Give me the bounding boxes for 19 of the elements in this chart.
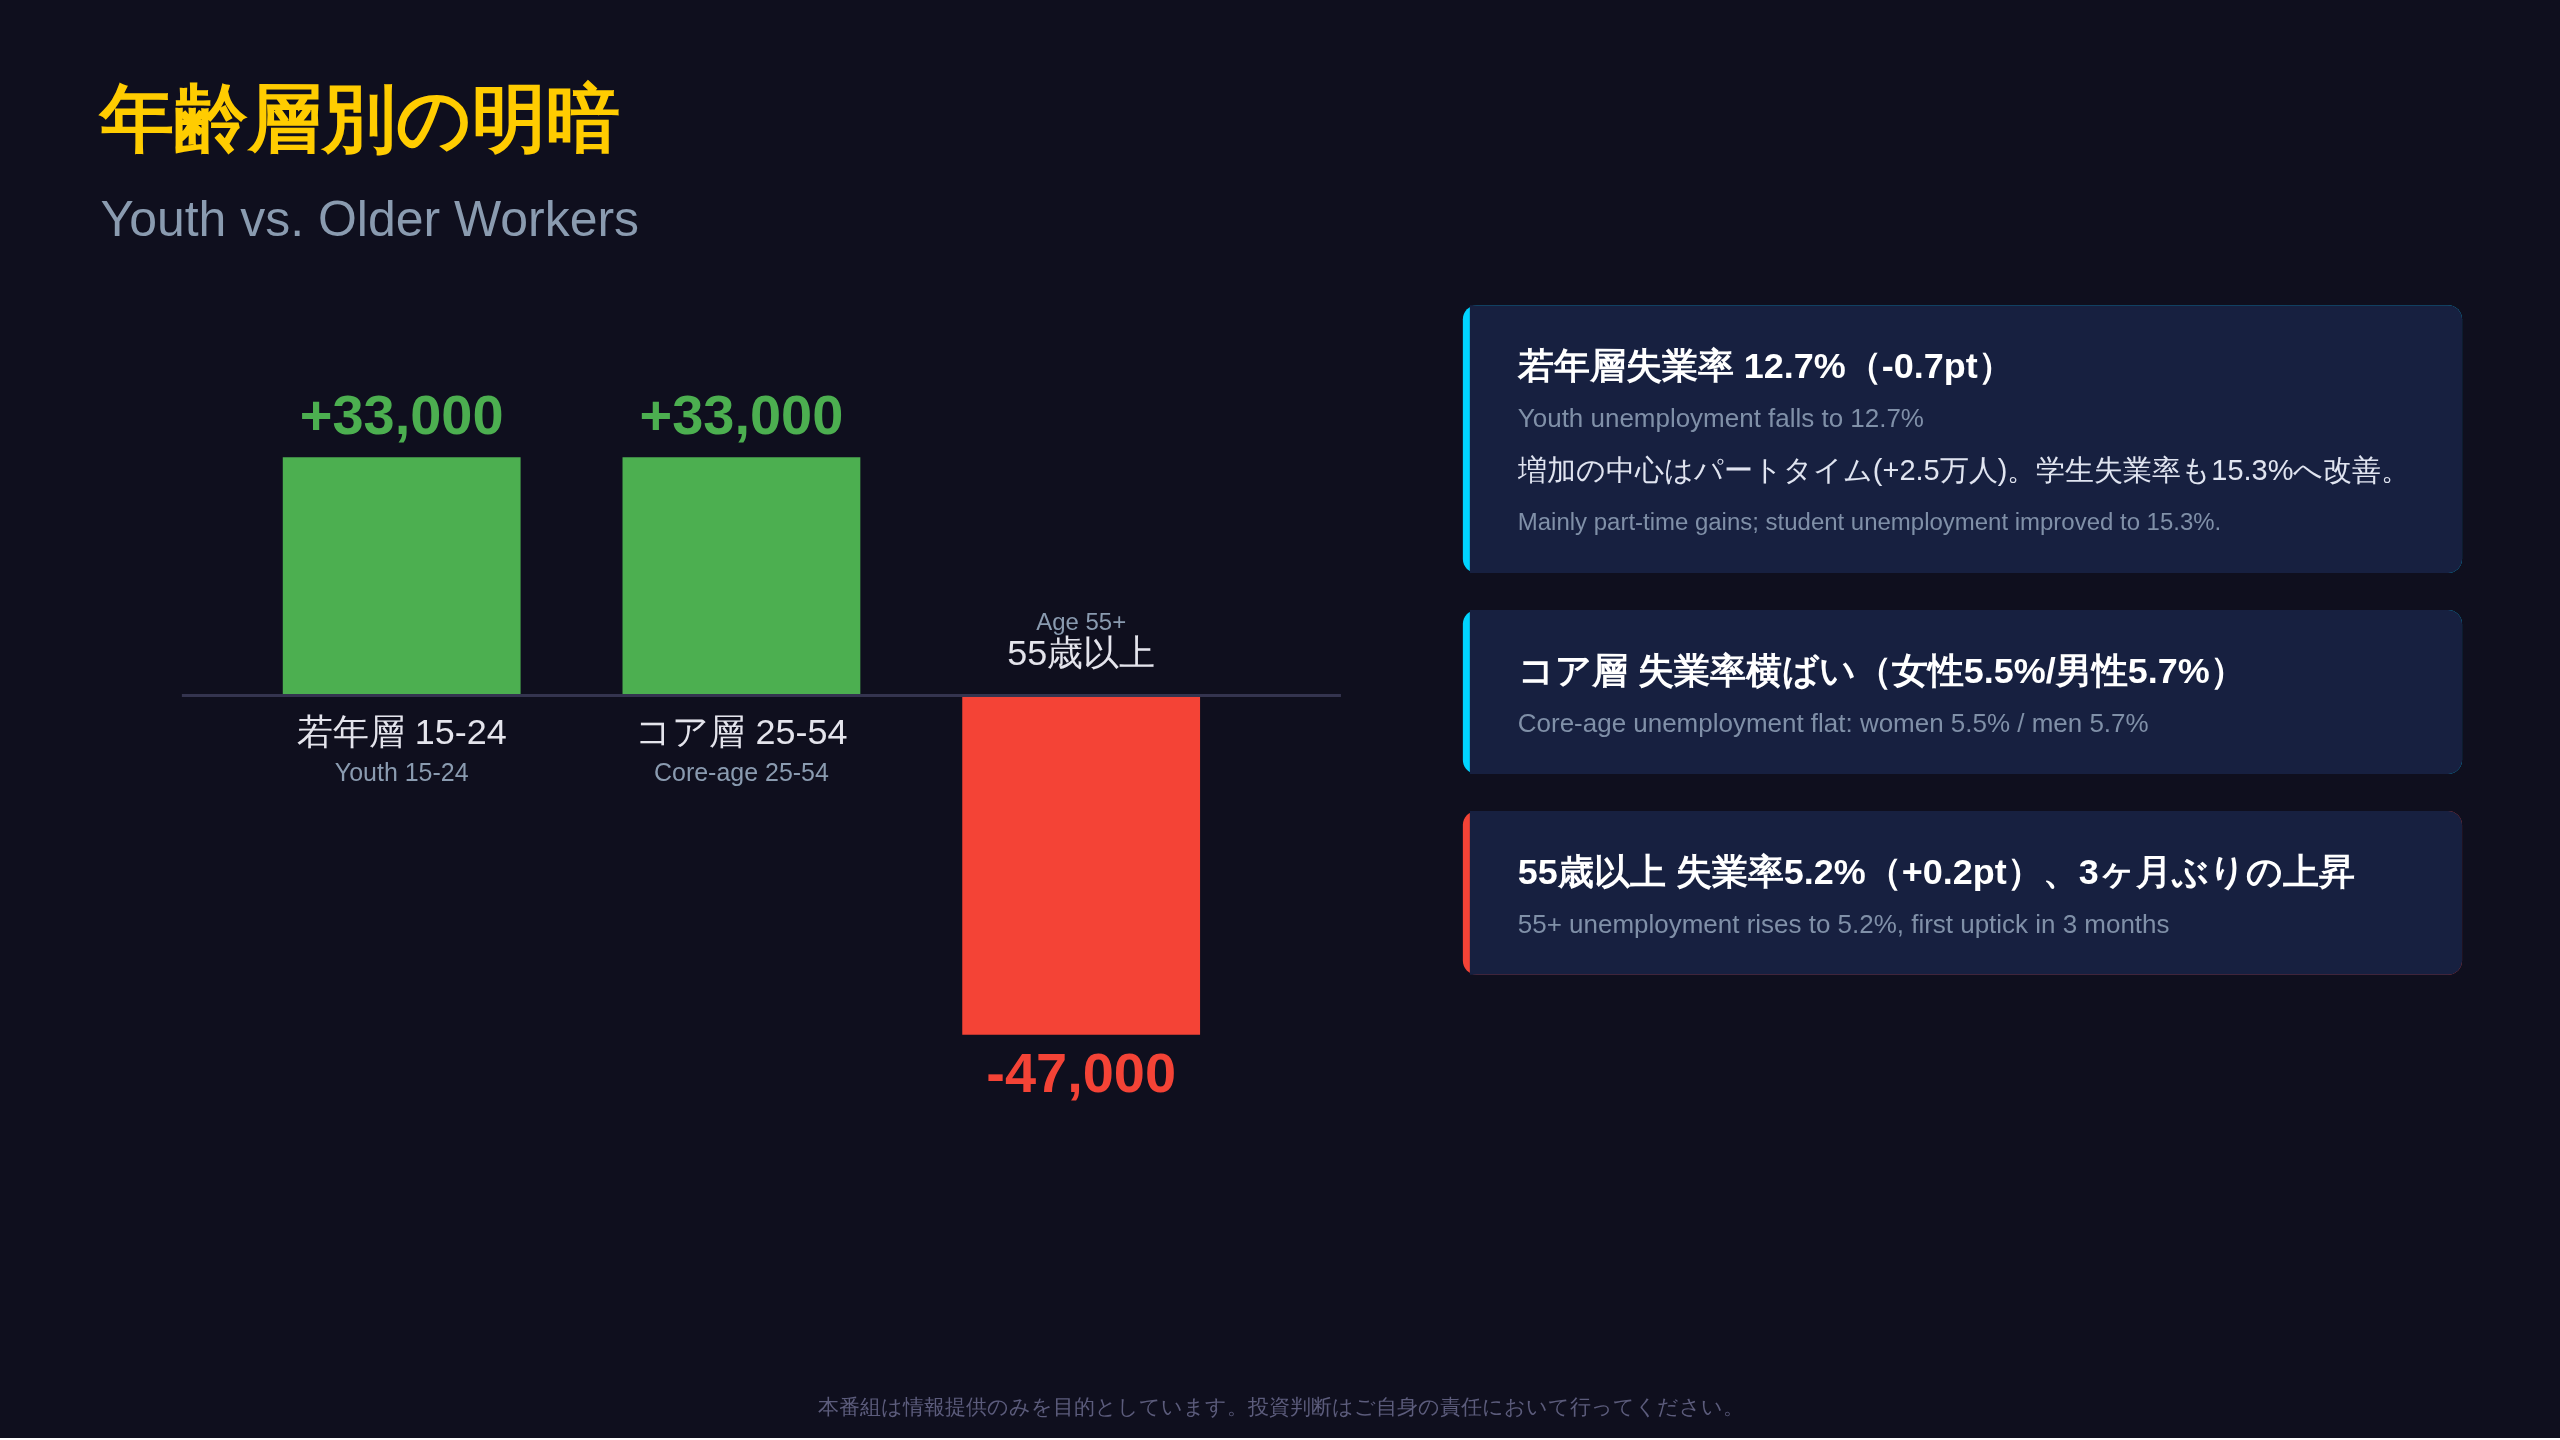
text: 55+ unemployment rises to 5.2%, first uptick in 3 months (1517, 908, 2170, 939)
chart-title: 年齢層別の明暗 (98, 77, 621, 161)
text: Youth unemployment falls to 12.7% (1517, 403, 1924, 434)
text: Mainly part-time gains; student unemployment improved to 15.3%. (1517, 508, 2222, 536)
x-tick-label: 若年層 15-24 (296, 711, 507, 753)
text: コア層 失業率横ばい（女性5.5%/男性5.7%） (1517, 650, 2246, 692)
x-tick-label: コア層 25-54 (635, 711, 848, 753)
text: 55歳以上 失業率5.2%（+0.2pt）、3ヶ月ぶりの上昇 (1517, 850, 2355, 892)
data-label: -47,000 (986, 1040, 1177, 1104)
annotation: Age 55+ (1036, 608, 1127, 636)
data-label: +33,000 (639, 383, 844, 447)
text: Core-age unemployment flat: women 5.5% / men 5.7% (1517, 707, 2149, 738)
data-label: +33,000 (299, 383, 504, 447)
annotation: Core-age 25-54 (653, 758, 829, 787)
annotation: Youth 15-24 (334, 758, 469, 787)
text: 若年層失業率 12.7%（-0.7pt） (1516, 345, 2014, 387)
text: 本番組は情報提供のみを目的としています。投資判断はご自身の責任において行ってください。 (818, 1395, 1745, 1419)
text: 増加の中心はパートタイム(+2.5万人)。学生失業率も15.3%へ改善。 (1516, 454, 2411, 487)
chart-subtitle: Youth vs. Older Workers (100, 191, 640, 248)
